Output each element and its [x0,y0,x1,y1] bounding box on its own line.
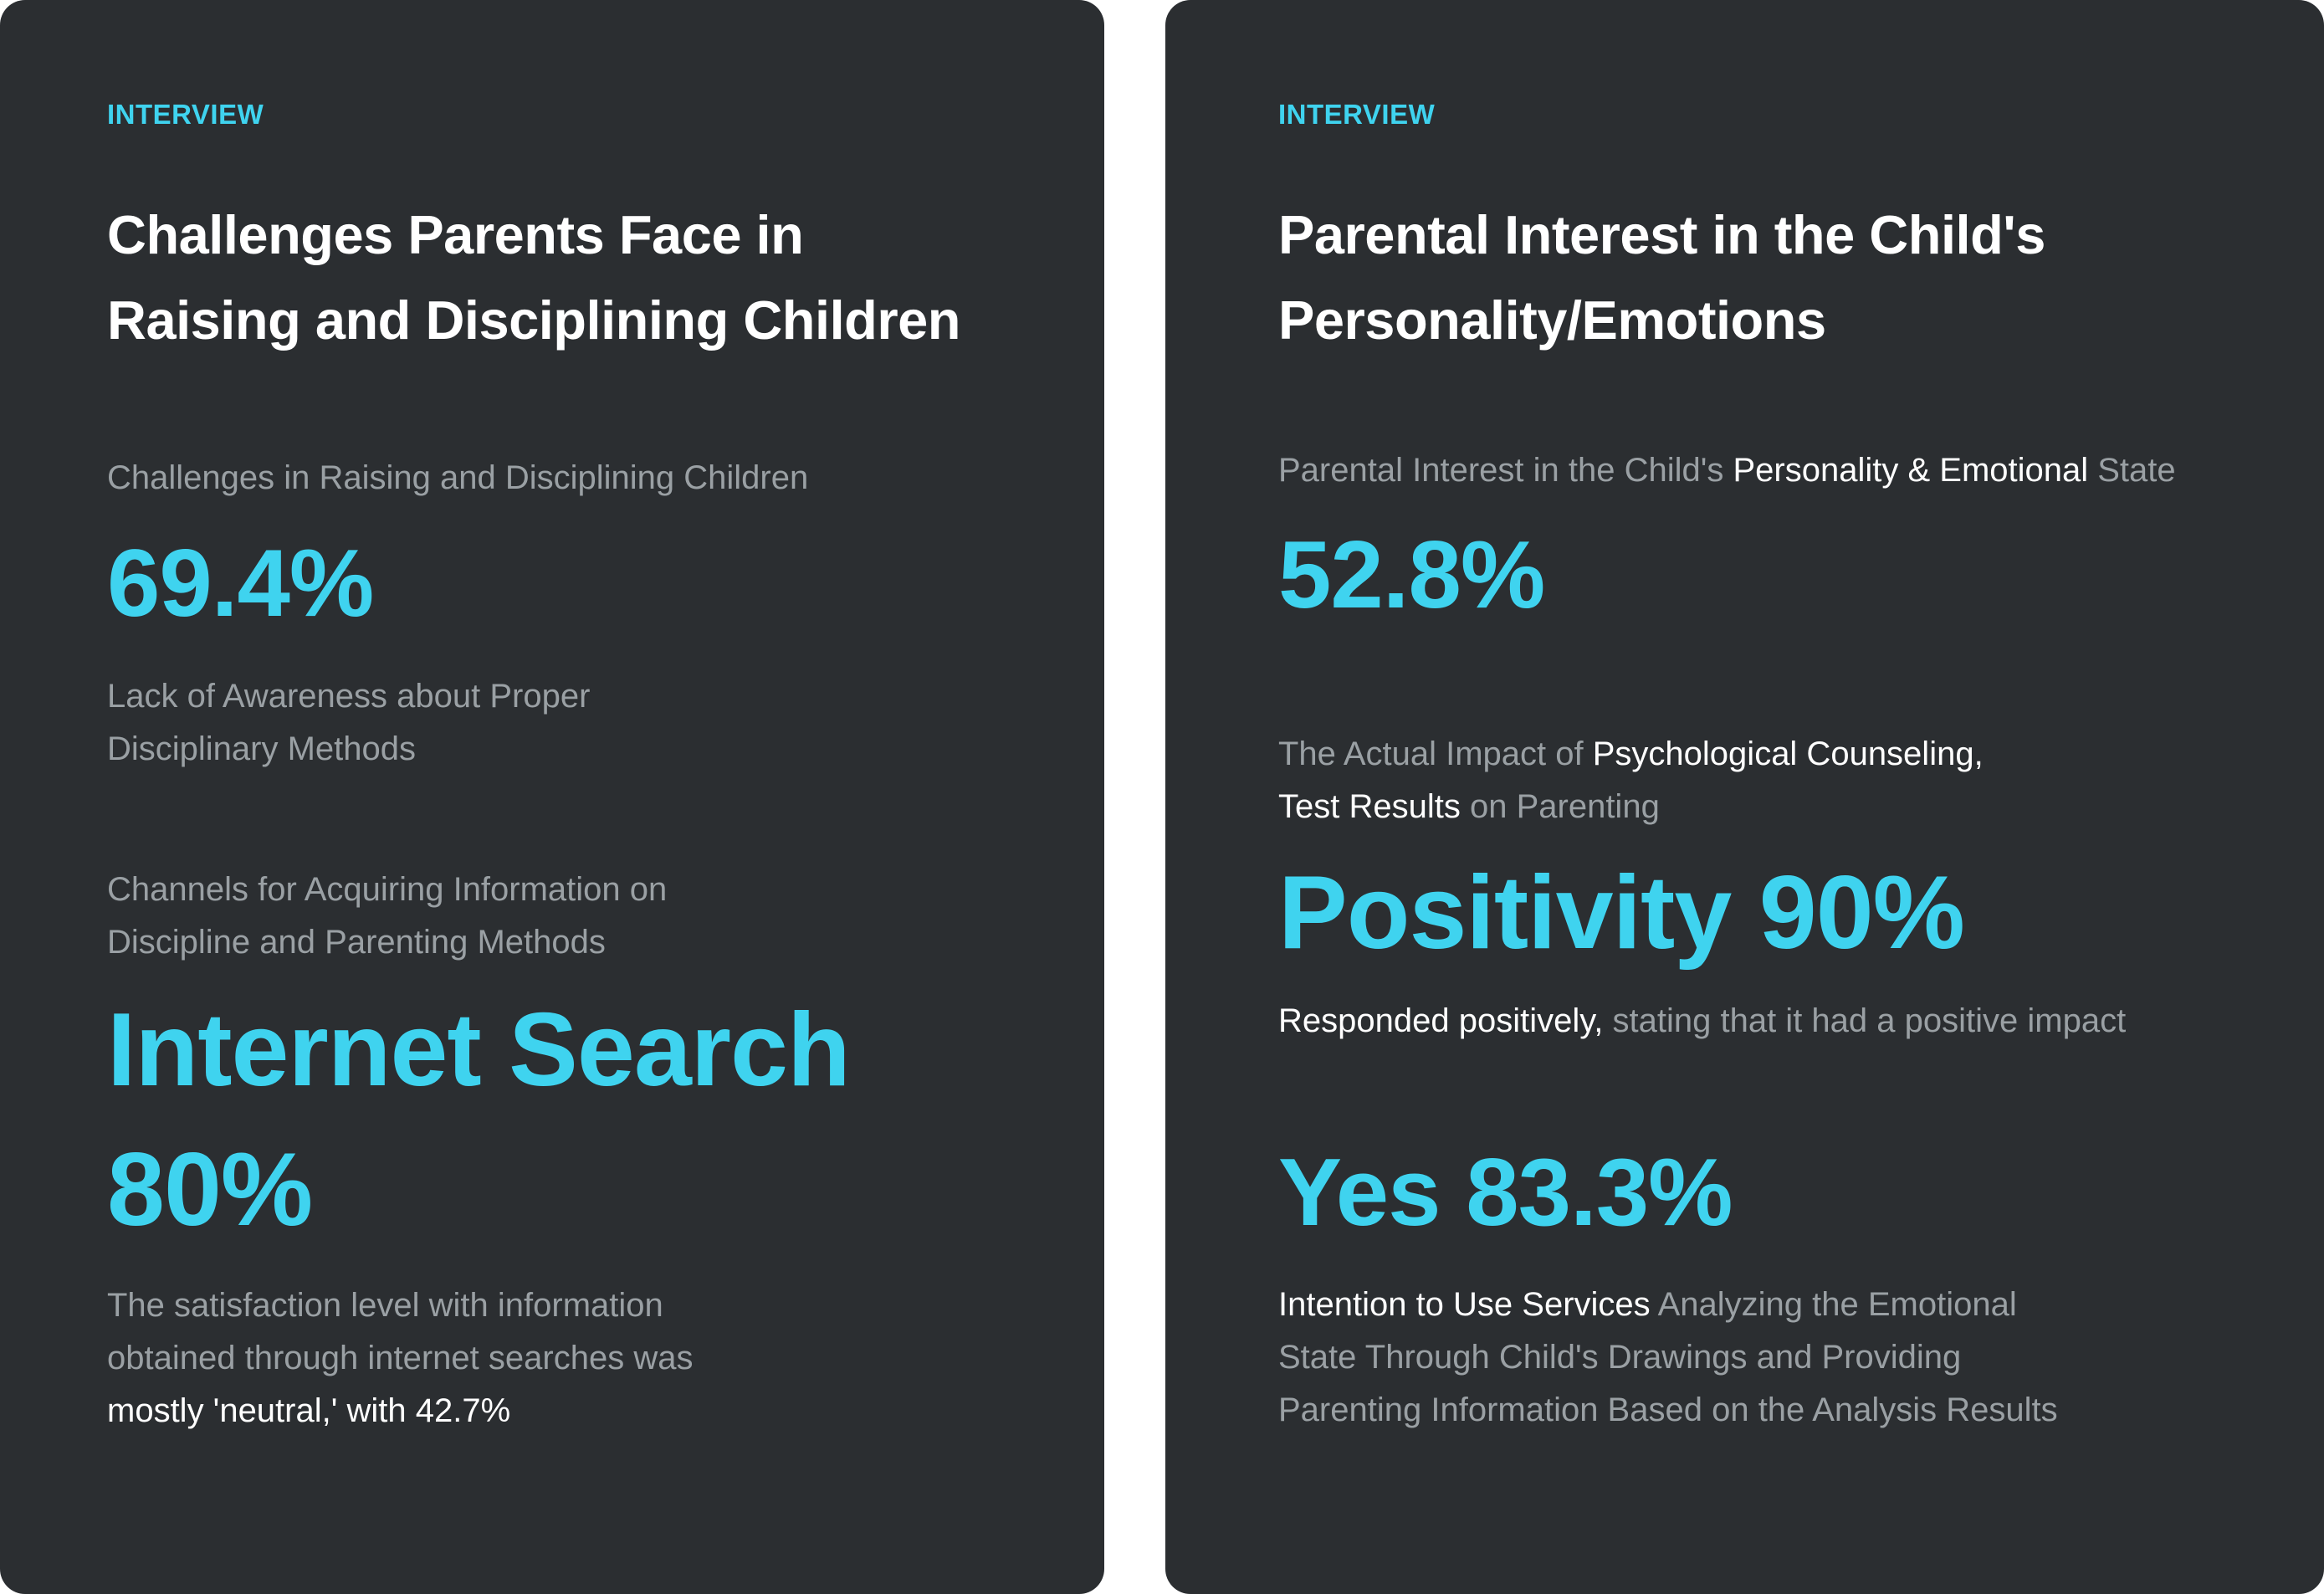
stat-value-positivity: Positivity 90% [1278,855,1965,971]
stat-description-line-2: obtained through internet searches was [107,1340,694,1376]
stat-value-challenges: 69.4% [107,530,374,637]
stat-description-highlight: Responded positively, [1278,1002,1604,1039]
card-title-line-1: Challenges Parents Face in [107,204,804,265]
stat-description-line-1: The satisfaction level with information [107,1287,663,1324]
stat-value-internet-search: Internet Search [107,992,851,1108]
stat-description-line-2: State Through Child's Drawings and Provi… [1278,1339,1962,1376]
stat-value-internet-search-percent: 80% [107,1132,313,1248]
interview-tag: INTERVIEW [107,99,264,130]
stat-description-line-3: mostly 'neutral,' with 42.7% [107,1392,511,1429]
stat-label-interest: Parental Interest in the Child's Persona… [1278,444,2176,497]
stat-description-line-1: Lack of Awareness about Proper [107,678,591,715]
stat-description-positive: Responded positively, stating that it ha… [1278,995,2126,1048]
card-title-line-2: Personality/Emotions [1278,290,1826,351]
stat-label-challenges: Challenges in Raising and Disciplining C… [107,459,809,496]
card-title: Challenges Parents Face in Raising and D… [107,192,1078,363]
stat-label-highlight: Psychological Counseling, [1592,735,1984,772]
stat-label-line-1: Channels for Acquiring Information on [107,871,668,908]
stat-label-text: Parental Interest in the Child's [1278,452,1733,489]
stat-label-text-end: State [2088,452,2176,489]
stat-label-channels: Channels for Acquiring Information on Di… [107,864,667,969]
stat-label-text: The Actual Impact of [1278,735,1593,772]
stat-description-text: stating that it had a positive impact [1603,1002,2127,1039]
interview-tag: INTERVIEW [1278,99,1436,130]
stat-description-text: Analyzing the Emotional [1650,1286,2017,1323]
stat-description-line-3: Parenting Information Based on the Analy… [1278,1392,2058,1428]
interview-card-challenges: INTERVIEW Challenges Parents Face in Rai… [0,0,1104,1594]
stat-description-line-2: Disciplinary Methods [107,730,417,767]
stat-label-highlight: Personality & Emotional [1733,452,2089,489]
stat-value-interest: 52.8% [1278,522,1545,628]
stat-label-highlight-2: Test Results [1278,788,1461,825]
stat-label-text-end: on Parenting [1460,788,1660,825]
stat-label-line-2: Discipline and Parenting Methods [107,924,606,961]
stat-label-impact: The Actual Impact of Psychological Couns… [1278,728,1984,833]
stat-description-highlight: Intention to Use Services [1278,1286,1651,1323]
card-title-line-2: Raising and Disciplining Children [107,290,960,351]
card-title-line-1: Parental Interest in the Child's [1278,204,2045,265]
stat-value-yes: Yes 83.3% [1278,1140,1733,1246]
stat-description-awareness: Lack of Awareness about Proper Disciplin… [107,670,590,776]
stat-description-satisfaction: The satisfaction level with information … [107,1279,693,1438]
interview-card-interest: INTERVIEW Parental Interest in the Child… [1165,0,2324,1594]
card-title: Parental Interest in the Child's Persona… [1278,192,2299,363]
stat-description-intention: Intention to Use Services Analyzing the … [1278,1279,2058,1437]
